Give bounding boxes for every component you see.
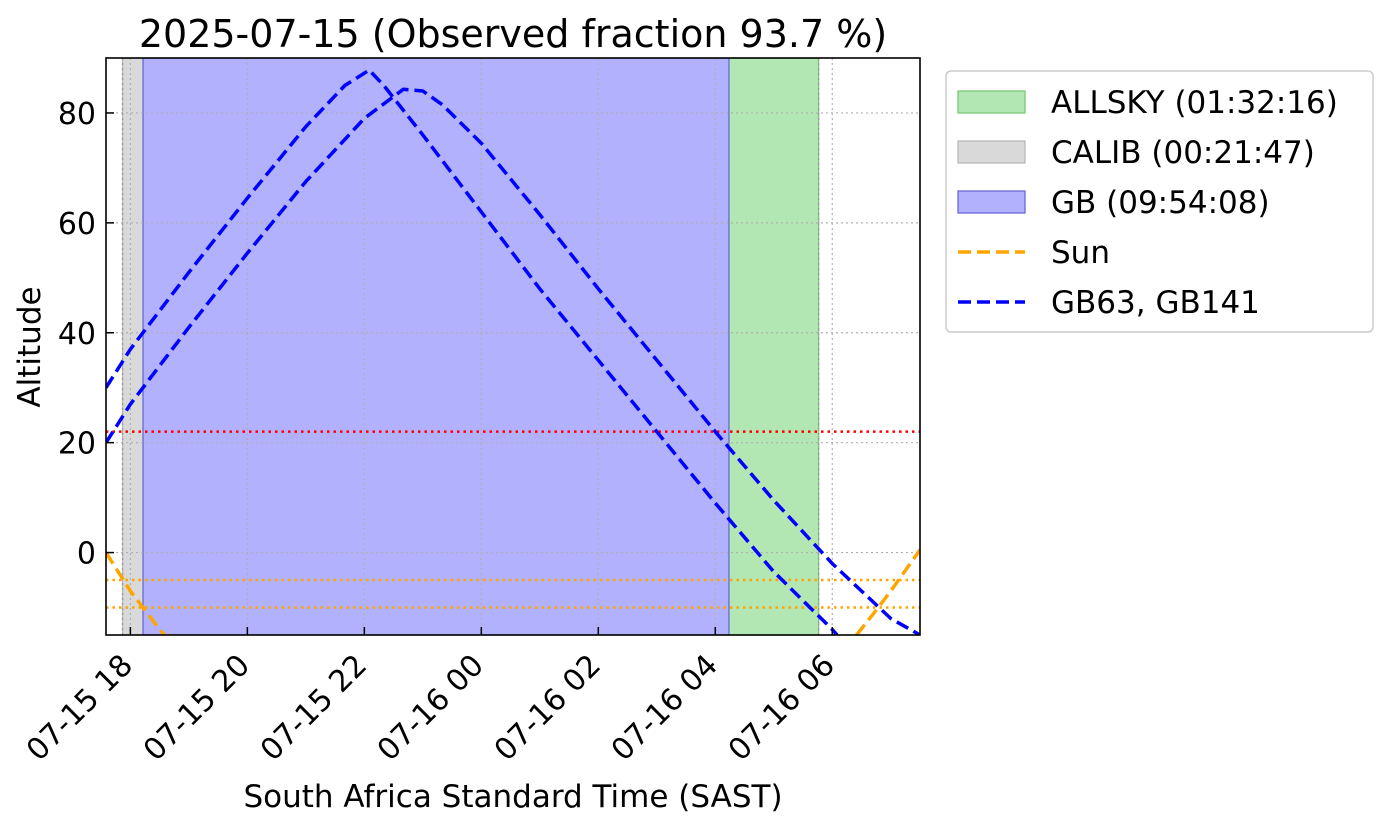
y-tick-label: 80 — [58, 97, 96, 132]
legend-label: GB (09:54:08) — [1051, 185, 1270, 221]
legend-swatch-calib — [957, 140, 1026, 164]
x-axis-title: South Africa Standard Time (SAST) — [243, 779, 782, 815]
series-line-gb63-gb141 — [106, 87, 920, 635]
chart-title: 2025-07-15 (Observed fraction 93.7 %) — [139, 12, 887, 56]
legend-label: ALLSKY (01:32:16) — [1051, 85, 1338, 121]
series-line-gb63-gb141 — [106, 68, 839, 635]
span-allsky — [728, 58, 820, 635]
legend-frame — [945, 70, 1374, 333]
y-tick-label: 0 — [77, 537, 96, 572]
y-axis-title: Altitude — [12, 286, 48, 407]
series-line-sun — [855, 548, 920, 635]
y-tick-label: 60 — [58, 207, 96, 242]
span-gb — [142, 58, 730, 635]
series-line-sun — [106, 551, 166, 635]
span-boundary-lines — [121, 58, 820, 635]
altitude-curves — [106, 68, 920, 635]
y-axis-ticks: 0 20 40 60 80 — [58, 97, 114, 572]
y-tick-label: 40 — [58, 317, 96, 352]
plot-frame — [105, 57, 921, 636]
observation-spans — [121, 58, 820, 635]
legend-swatch-allsky — [957, 90, 1026, 114]
legend-label: GB63, GB141 — [1051, 285, 1260, 321]
grid-lines — [106, 58, 920, 635]
legend-label: CALIB (00:21:47) — [1051, 135, 1315, 171]
y-tick-label: 20 — [58, 427, 96, 462]
legend-label: Sun — [1051, 235, 1110, 271]
legend: ALLSKY (01:32:16) CALIB (00:21:47) GB (09:… — [945, 70, 1374, 333]
legend-swatch-gb — [957, 190, 1026, 214]
